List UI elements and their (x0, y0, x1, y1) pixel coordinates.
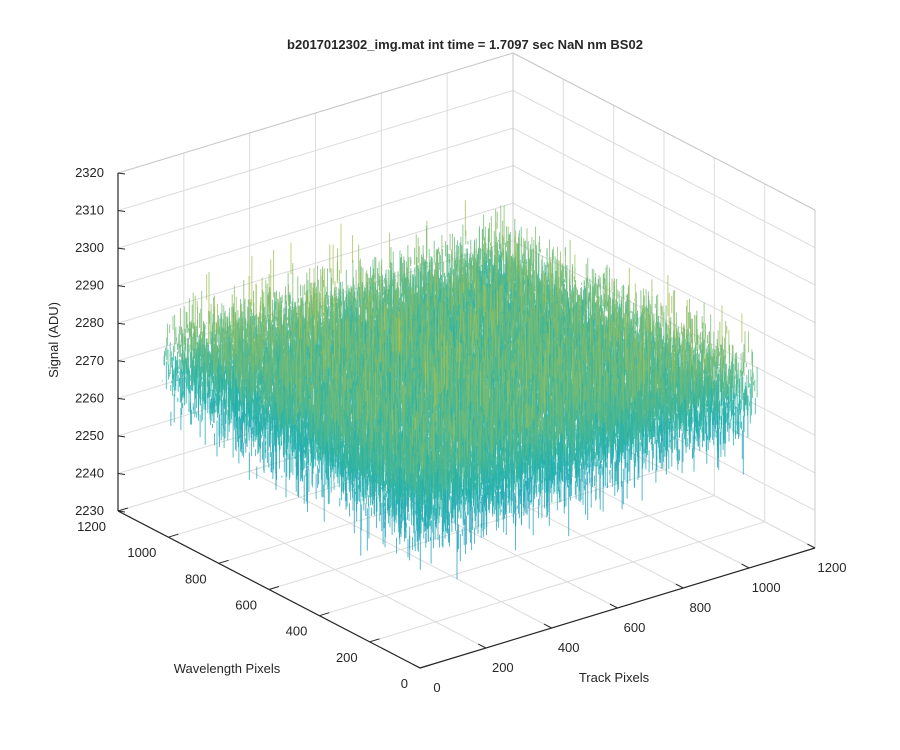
wall-grid-line (512, 90, 816, 248)
wall-grid-line (117, 90, 514, 212)
box-edge (117, 52, 514, 174)
wall-grid-line (117, 165, 514, 287)
wall-grid-line (117, 202, 514, 324)
wall-grid-line (512, 127, 816, 286)
box-edge (512, 52, 816, 211)
chart-title: b2017012302_img.mat int time = 1.7097 se… (287, 37, 643, 52)
floor-grid-line (319, 495, 715, 617)
wall-grid-line (117, 127, 514, 249)
surface-spikes (161, 200, 758, 580)
surface-mesh (161, 200, 758, 580)
wall-grid-line (512, 202, 816, 361)
wall-grid-line (512, 165, 816, 324)
floor-grid-line (369, 521, 765, 643)
